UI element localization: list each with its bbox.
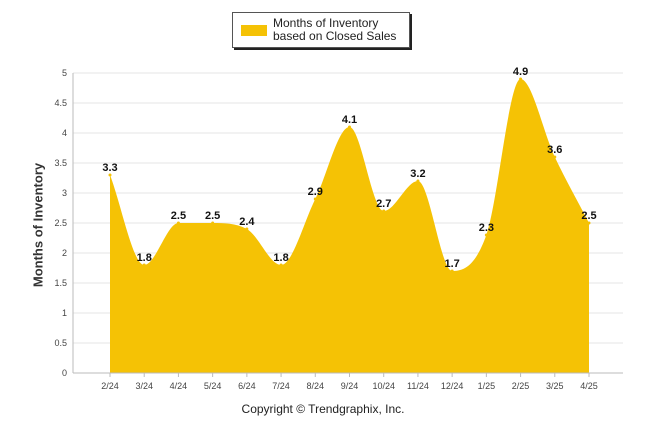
y-tick-label: 0 [62, 368, 67, 378]
x-tick-label: 4/24 [170, 381, 188, 391]
legend-swatch [241, 25, 267, 36]
data-label: 1.8 [273, 252, 288, 264]
x-tick-label: 11/24 [407, 381, 429, 391]
x-tick-label: 6/24 [238, 381, 256, 391]
data-point [553, 155, 557, 159]
data-label: 2.9 [308, 186, 323, 198]
x-tick-label: 2/24 [101, 381, 119, 391]
axes: 0 0.5 1 1.5 2 2.5 3 3.5 4 4.5 5 2/24 3/24 4/24 5/24 6/2… [54, 68, 623, 391]
data-labels: 3.3 1.8 2.5 2.5 2.4 1.8 2.9 4.1 2.7 3.2 1.7 2.3 4.9 3… [102, 66, 596, 270]
x-tick-label: 8/24 [307, 381, 325, 391]
y-tick-label: 3.5 [54, 158, 67, 168]
data-label: 1.7 [444, 258, 459, 270]
x-tick-label: 4/25 [580, 381, 598, 391]
x-tick-label: 12/24 [441, 381, 464, 391]
y-tick-label: 4 [62, 128, 67, 138]
x-tick-label: 7/24 [272, 381, 290, 391]
data-label: 2.7 [376, 198, 391, 210]
legend-label: Months of Inventory based on Closed Sale… [273, 16, 397, 43]
data-label: 3.6 [547, 144, 562, 156]
x-tick-label: 1/25 [478, 381, 496, 391]
data-point [245, 227, 249, 231]
data-point [108, 173, 112, 177]
data-point [450, 269, 454, 273]
copyright-text: Copyright © Trendgraphix, Inc. [241, 402, 405, 416]
data-point [519, 77, 523, 81]
y-tick-label: 5 [62, 68, 67, 78]
data-point [176, 221, 180, 225]
data-point [142, 263, 146, 267]
x-tick-label: 10/24 [372, 381, 395, 391]
series-area [110, 79, 589, 373]
data-label: 2.4 [239, 216, 255, 228]
y-tick-label: 1.5 [54, 278, 67, 288]
data-point [313, 197, 317, 201]
data-label: 2.5 [205, 210, 220, 222]
data-label: 4.1 [342, 114, 357, 126]
data-point [211, 221, 215, 225]
area-series [108, 77, 591, 373]
x-tick-label: 3/24 [135, 381, 153, 391]
y-axis-title: Months of Inventory [30, 162, 46, 288]
data-point [348, 125, 351, 129]
y-tick-label: 0.5 [54, 338, 67, 348]
data-label: 1.8 [137, 252, 152, 264]
x-tick-label: 5/24 [204, 381, 222, 391]
legend: Months of Inventory based on Closed Sale… [232, 12, 410, 48]
data-point [382, 209, 386, 213]
data-point [416, 179, 420, 183]
x-tick-label: 2/25 [512, 381, 530, 391]
y-tick-label: 2.5 [54, 218, 67, 228]
y-tick-label: 4.5 [54, 98, 67, 108]
y-tick-label: 3 [62, 188, 67, 198]
data-point [587, 221, 591, 225]
y-tick-label: 2 [62, 248, 67, 258]
data-label: 3.3 [102, 162, 117, 174]
data-label: 2.5 [581, 210, 596, 222]
data-label: 4.9 [513, 66, 528, 78]
data-point [484, 233, 488, 237]
data-label: 3.2 [410, 168, 425, 180]
x-tick-label: 9/24 [341, 381, 359, 391]
data-label: 2.3 [479, 222, 494, 234]
data-point [279, 263, 283, 267]
y-tick-label: 1 [62, 308, 67, 318]
data-label: 2.5 [171, 210, 186, 222]
x-tick-label: 3/25 [546, 381, 564, 391]
